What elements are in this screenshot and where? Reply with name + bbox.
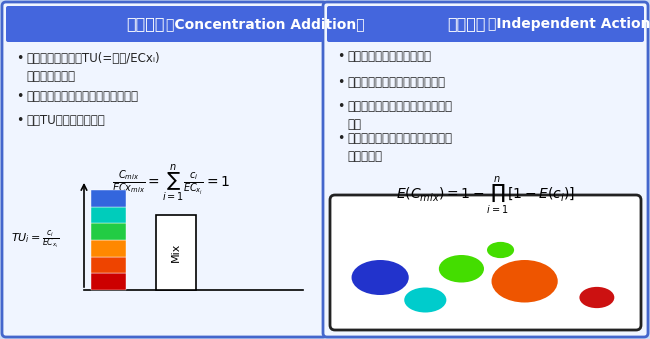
Text: （Concentration Addition）: （Concentration Addition） bbox=[166, 17, 365, 31]
Text: 影響補正した濃度TU(=濃度/ECxᵢ)
は足し算できる: 影響補正した濃度TU(=濃度/ECxᵢ) は足し算できる bbox=[26, 52, 160, 83]
Text: •: • bbox=[16, 90, 23, 103]
Text: $E(C_{mix}) = 1 - \prod_{i=1}^{n} [1 - E(c_i)]$: $E(C_{mix}) = 1 - \prod_{i=1}^{n} [1 - E… bbox=[396, 175, 575, 217]
Text: 作用メカニズムが異なる物質群に
適用: 作用メカニズムが異なる物質群に 適用 bbox=[347, 100, 452, 131]
Text: $\frac{C_{mix}}{ECx_{mix}} = \sum_{i=1}^{n} \frac{c_i}{EC_{x_i}} = 1$: $\frac{C_{mix}}{ECx_{mix}} = \sum_{i=1}^… bbox=[112, 163, 230, 204]
Text: 濃度加算: 濃度加算 bbox=[126, 17, 164, 32]
Bar bbox=[91, 223, 126, 240]
Ellipse shape bbox=[491, 260, 558, 302]
FancyBboxPatch shape bbox=[330, 195, 641, 330]
Text: 同じTUなら影響は同じ: 同じTUなら影響は同じ bbox=[26, 114, 105, 127]
Bar bbox=[156, 215, 196, 290]
Bar bbox=[91, 273, 126, 290]
Text: 影響のある確率を掛け算する。: 影響のある確率を掛け算する。 bbox=[347, 76, 445, 89]
Bar bbox=[91, 207, 126, 223]
Text: •: • bbox=[337, 100, 344, 113]
Bar bbox=[91, 257, 126, 273]
Text: 影響は独立に起こると仮定: 影響は独立に起こると仮定 bbox=[347, 50, 431, 63]
Text: 独立作用: 独立作用 bbox=[447, 17, 486, 32]
Bar bbox=[91, 190, 126, 207]
Text: •: • bbox=[16, 52, 23, 65]
FancyBboxPatch shape bbox=[6, 6, 323, 42]
Ellipse shape bbox=[404, 287, 447, 313]
FancyBboxPatch shape bbox=[327, 6, 644, 42]
Text: （Independent Action）: （Independent Action） bbox=[488, 17, 650, 31]
Text: •: • bbox=[337, 50, 344, 63]
Text: •: • bbox=[337, 132, 344, 145]
Text: 作用メカニズムが同じ物質群に適用: 作用メカニズムが同じ物質群に適用 bbox=[26, 90, 138, 103]
Ellipse shape bbox=[439, 255, 484, 282]
Bar bbox=[91, 240, 126, 257]
Text: $TU_i = \frac{c_i}{EC_{x_i}}$: $TU_i = \frac{c_i}{EC_{x_i}}$ bbox=[11, 229, 59, 251]
FancyBboxPatch shape bbox=[2, 2, 327, 337]
FancyBboxPatch shape bbox=[323, 2, 648, 337]
Text: •: • bbox=[16, 114, 23, 127]
Text: •: • bbox=[337, 76, 344, 89]
Ellipse shape bbox=[352, 260, 409, 295]
Text: Mix: Mix bbox=[171, 243, 181, 262]
Text: 影響のない濃度でいくら混合して
も影響なし: 影響のない濃度でいくら混合して も影響なし bbox=[347, 132, 452, 163]
Ellipse shape bbox=[579, 287, 614, 308]
Ellipse shape bbox=[487, 242, 514, 258]
